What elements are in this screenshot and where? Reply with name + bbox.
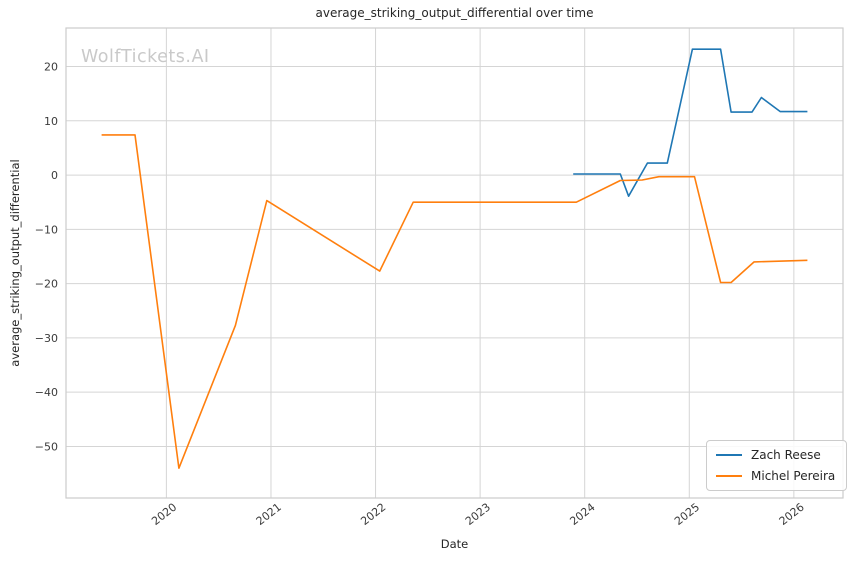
gridlines [66,28,843,498]
y-tick-label: 0 [51,169,58,182]
legend-item-michel-pereira: Michel Pereira [716,469,835,483]
legend-label: Michel Pereira [751,469,836,483]
x-tick-label: 2023 [463,501,493,528]
x-tick-label: 2024 [568,501,598,528]
y-tick-label: −30 [35,332,58,345]
y-tick-label: 20 [44,61,58,74]
y-tick-label: −20 [35,278,58,291]
series-line-michel-pereira [101,134,808,470]
x-tick-label: 2025 [672,501,702,528]
y-tick-label: −40 [35,386,58,399]
legend-label: Zach Reese [751,448,821,462]
y-axis-label: average_striking_output_differential [8,159,22,367]
x-tick-label: 2022 [358,501,388,528]
tick-labels: 20 10 0 −10 −20 −30 −40 −50 2020 2021 2022 2023 2024… [35,61,807,528]
watermark: WolfTickets.AI [81,47,210,67]
legend-line-swatch-orange [716,475,742,477]
x-tick-label: 2020 [149,501,179,528]
x-tick-label: 2026 [777,501,807,528]
series-lines [101,48,808,470]
series-line-zach-reese [573,48,808,197]
y-tick-label: −10 [35,223,58,236]
x-axis-label: Date [440,537,469,551]
y-tick-label: −50 [35,440,58,453]
legend: Zach Reese Michel Pereira [706,440,848,491]
x-tick-label: 2021 [254,501,284,528]
y-tick-label: 10 [44,115,58,128]
chart-title: average_striking_output_differential ove… [315,6,594,20]
legend-line-swatch-blue [716,454,742,456]
legend-item-zach-reese: Zach Reese [716,448,835,462]
plot-border [65,27,844,499]
